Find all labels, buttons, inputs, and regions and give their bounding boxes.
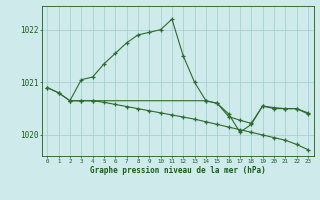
X-axis label: Graphe pression niveau de la mer (hPa): Graphe pression niveau de la mer (hPa): [90, 166, 266, 175]
